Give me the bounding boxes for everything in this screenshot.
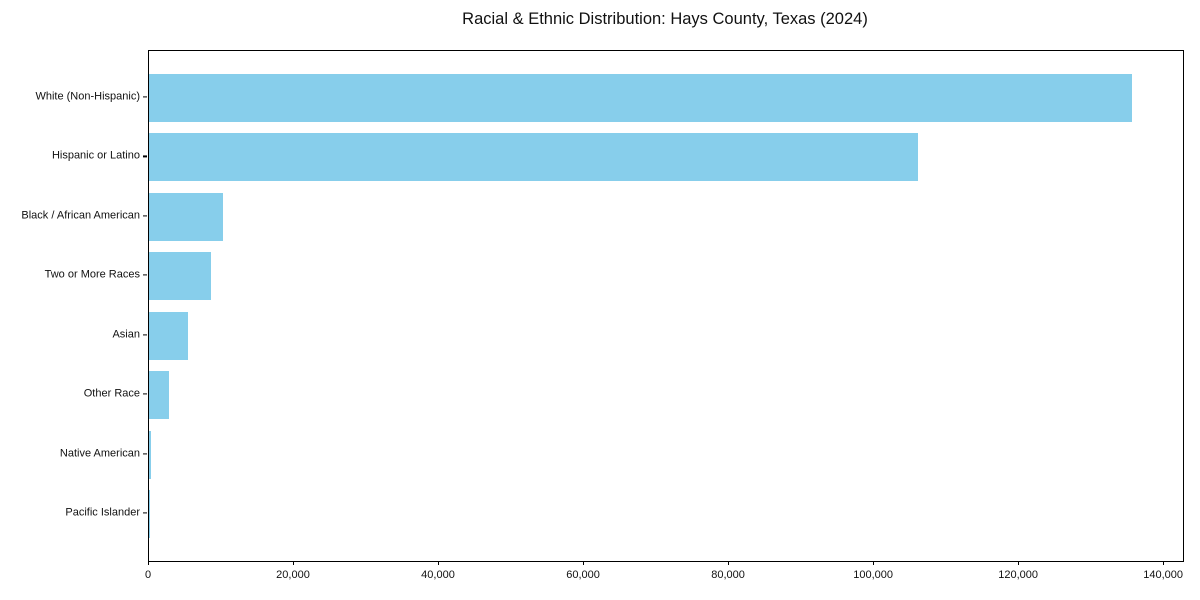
y-axis-category-label: Other Race: [83, 387, 140, 400]
x-tick-mark: [728, 561, 730, 565]
chart-title: Racial & Ethnic Distribution: Hays Count…: [462, 10, 868, 28]
plot-area: [148, 50, 1184, 562]
y-axis-category-label: Native American: [59, 447, 140, 460]
y-tick-mark: [143, 155, 147, 158]
y-tick-mark: [143, 393, 147, 395]
x-tick-label: 120,000: [998, 569, 1038, 581]
x-tick-mark: [148, 561, 150, 565]
x-tick-label: 60,000: [566, 569, 600, 581]
y-axis-category-label: Asian: [112, 328, 140, 341]
x-tick-label: 140,000: [1143, 569, 1183, 581]
bar: [149, 192, 223, 241]
x-tick-mark: [1018, 561, 1020, 565]
y-tick-mark: [143, 512, 147, 514]
y-tick-mark: [143, 452, 147, 455]
x-tick-mark: [293, 561, 295, 565]
y-tick-mark: [143, 274, 147, 276]
y-axis-category-label: Black / African American: [21, 209, 140, 222]
bar: [149, 311, 189, 360]
bar: [149, 371, 169, 420]
y-tick-mark: [143, 334, 147, 336]
y-tick-mark: [143, 215, 147, 217]
x-tick-mark: [873, 561, 875, 565]
y-axis-category-label: Two or More Races: [44, 268, 140, 281]
y-axis-category-label: Hispanic or Latino: [51, 149, 140, 162]
y-tick-mark: [143, 96, 147, 98]
x-tick-label: 0: [144, 569, 152, 581]
x-tick-label: 100,000: [853, 569, 893, 581]
x-tick-label: 80,000: [711, 569, 745, 581]
bar: [149, 133, 918, 182]
x-tick-label: 40,000: [421, 569, 455, 581]
x-tick-mark: [583, 561, 585, 565]
bar: [149, 430, 152, 479]
y-axis-category-label: Pacific Islander: [65, 506, 140, 519]
x-tick-label: 20,000: [276, 569, 310, 581]
bar: [149, 74, 1132, 122]
x-tick-mark: [1163, 561, 1165, 565]
bar: [149, 490, 151, 538]
y-axis-category-label: White (Non-Hispanic): [35, 90, 140, 103]
bar: [149, 252, 211, 301]
x-tick-mark: [438, 561, 440, 565]
